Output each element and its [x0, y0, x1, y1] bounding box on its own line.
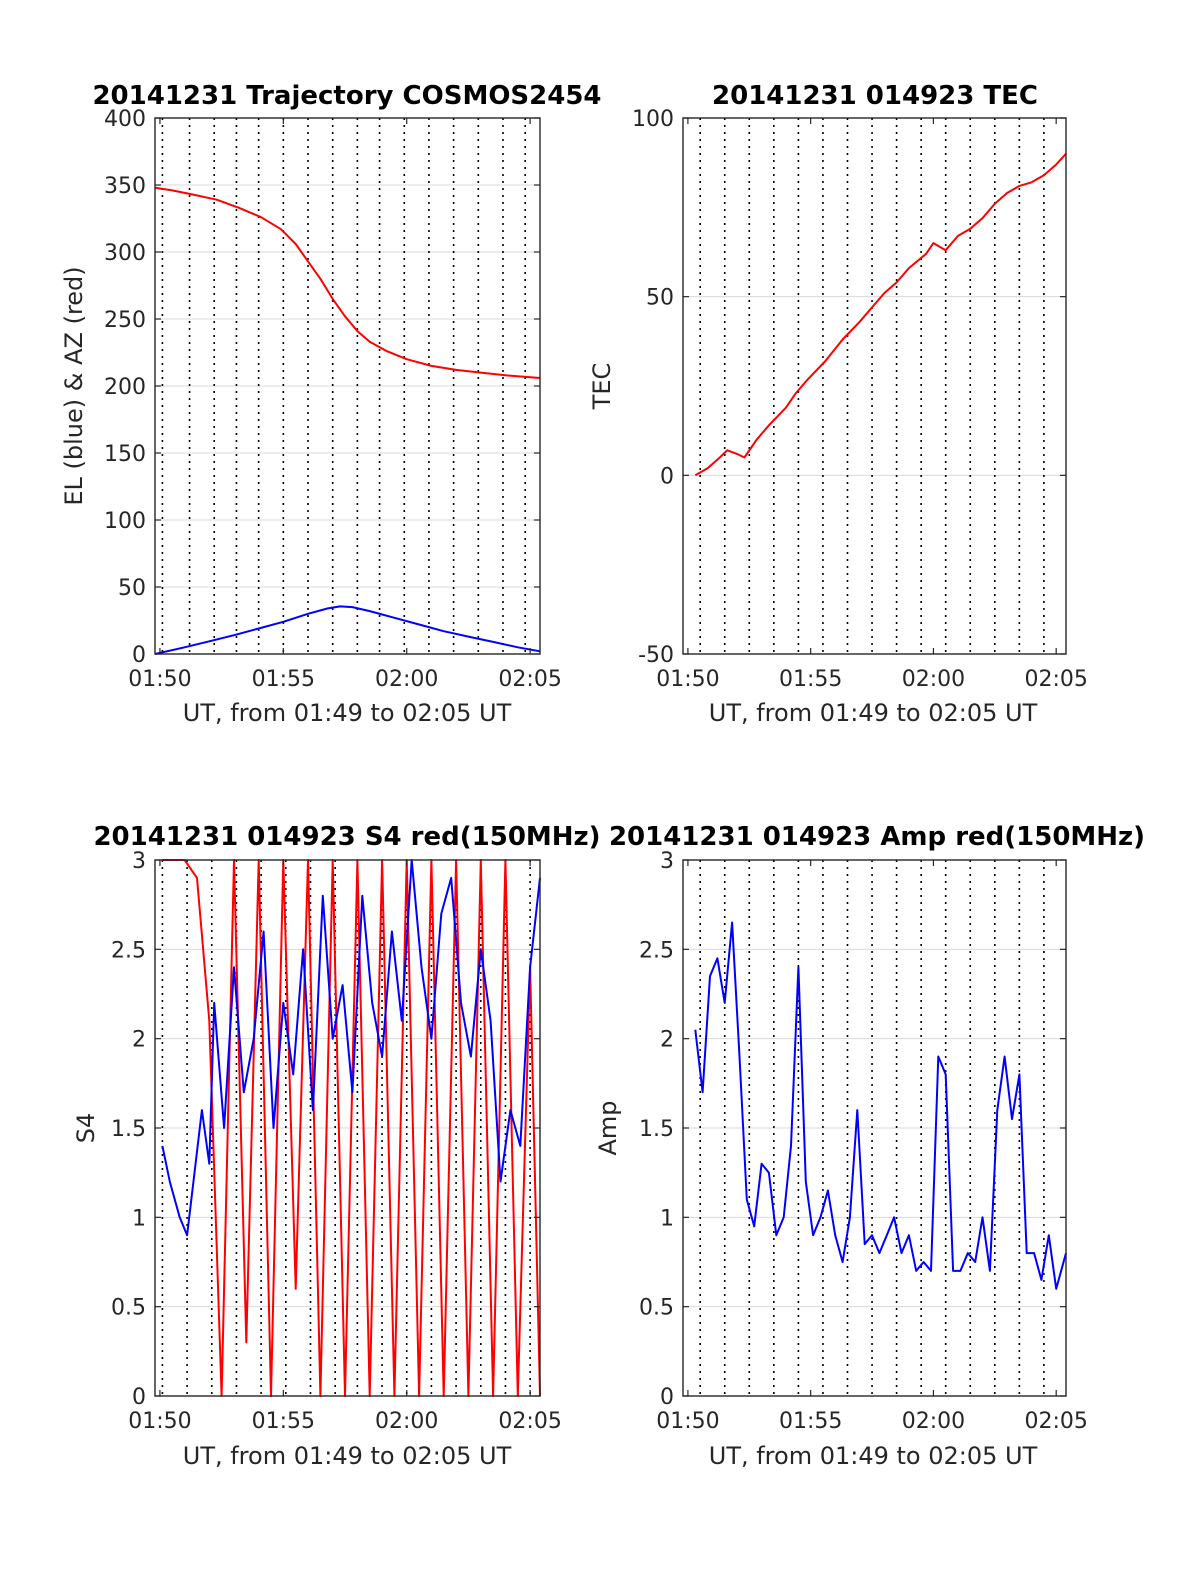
panel-tec-ylabel: TEC — [588, 363, 616, 411]
panel-trajectory-plot: 01:50 01:55 02:00 02:05 0 50 100 150 200 250 300 35… — [104, 107, 562, 692]
trajectory-ytick-label-6: 300 — [104, 241, 146, 266]
s4-ytick-label-3: 1.5 — [111, 1117, 146, 1142]
s4-series-1 — [161, 859, 541, 1237]
tec-xtick-label-3: 02:05 — [1024, 667, 1087, 692]
amp-xtick-label-0: 01:50 — [656, 1409, 719, 1434]
trajectory-ytick-label-4: 200 — [104, 375, 146, 400]
tec-axes-box — [682, 117, 1067, 655]
s4-xtick-label-0: 01:50 — [128, 1409, 191, 1434]
panel-s4-plot: 01:50 01:55 02:00 02:05 0 0.5 1 1.5 2 2.5 3 — [111, 849, 562, 1434]
s4-xtick-label-2: 02:00 — [375, 1409, 438, 1434]
trajectory-xtick-label-3: 02:05 — [498, 667, 561, 692]
amp-ytick-label-3: 1.5 — [639, 1117, 674, 1142]
s4-ytick-label-2: 1 — [132, 1206, 146, 1231]
panel-tec-xlabel: UT, from 01:49 to 02:05 UT — [709, 699, 1038, 727]
amp-ytick-label-6: 3 — [660, 849, 674, 874]
s4-ytick-label-5: 2.5 — [111, 938, 146, 963]
s4-ytick-label-1: 0.5 — [111, 1296, 146, 1321]
amp-xtick-label-1: 01:55 — [779, 1409, 842, 1434]
panel-tec-plot: 01:50 01:55 02:00 02:05 -50 0 50 100 — [632, 107, 1088, 692]
panel-amp-plot: 01:50 01:55 02:00 02:05 0 0.5 1 1.5 2 2.5 3 — [639, 849, 1088, 1434]
panel-tec: 20141231 014923 TEC TEC UT, from 01:49 t… — [588, 81, 1088, 727]
trajectory-ytick-label-7: 350 — [104, 174, 146, 199]
panel-trajectory-title: 20141231 Trajectory COSMOS2454 — [92, 81, 601, 111]
panel-amp-title: 20141231 014923 Amp red(150MHz) — [609, 822, 1145, 852]
amp-series-0 — [694, 921, 1067, 1290]
panel-amp: 20141231 014923 Amp red(150MHz) Amp UT, … — [594, 822, 1145, 1470]
panel-tec-title: 20141231 014923 TEC — [712, 81, 1038, 111]
trajectory-ytick-label-5: 250 — [104, 308, 146, 333]
trajectory-xtick-label-0: 01:50 — [128, 667, 191, 692]
panel-s4-title: 20141231 014923 S4 red(150MHz) — [93, 822, 600, 852]
panel-trajectory-ylabel: EL (blue) & AZ (red) — [60, 266, 88, 505]
panel-s4-xlabel: UT, from 01:49 to 02:05 UT — [183, 1442, 512, 1470]
trajectory-xtick-label-2: 02:00 — [375, 667, 438, 692]
trajectory-xtick-label-1: 01:55 — [252, 667, 315, 692]
s4-series-0 — [162, 859, 541, 1397]
tec-ytick-label-2: 50 — [646, 286, 674, 311]
tec-ytick-label-1: 0 — [660, 464, 674, 489]
s4-ytick-label-0: 0 — [132, 1385, 146, 1410]
trajectory-series-0 — [154, 186, 541, 379]
trajectory-ytick-label-0: 0 — [132, 643, 146, 668]
amp-xtick-label-3: 02:05 — [1024, 1409, 1087, 1434]
amp-ytick-label-1: 0.5 — [639, 1296, 674, 1321]
amp-ytick-label-4: 2 — [660, 1028, 674, 1053]
panel-s4: 20141231 014923 S4 red(150MHz) S4 UT, fr… — [72, 822, 601, 1470]
panel-amp-xlabel: UT, from 01:49 to 02:05 UT — [709, 1442, 1038, 1470]
tec-xtick-label-1: 01:55 — [779, 667, 842, 692]
tec-series-0 — [694, 153, 1067, 477]
panel-amp-ylabel: Amp — [594, 1100, 622, 1155]
amp-xtick-label-2: 02:00 — [902, 1409, 965, 1434]
s4-ytick-label-4: 2 — [132, 1028, 146, 1053]
amp-ytick-label-5: 2.5 — [639, 938, 674, 963]
panel-trajectory: 20141231 Trajectory COSMOS2454 EL (blue)… — [60, 81, 602, 727]
amp-ytick-label-2: 1 — [660, 1206, 674, 1231]
panel-s4-ylabel: S4 — [72, 1113, 100, 1144]
tec-ytick-label-3: 100 — [632, 107, 674, 132]
tec-ytick-label-0: -50 — [638, 643, 674, 668]
tec-xtick-label-2: 02:00 — [902, 667, 965, 692]
trajectory-ytick-label-3: 150 — [104, 442, 146, 467]
trajectory-series-1 — [154, 605, 541, 655]
tec-xtick-label-0: 01:50 — [656, 667, 719, 692]
trajectory-ytick-label-2: 100 — [104, 509, 146, 534]
s4-xtick-label-1: 01:55 — [252, 1409, 315, 1434]
amp-ytick-label-0: 0 — [660, 1385, 674, 1410]
trajectory-ytick-label-1: 50 — [118, 576, 146, 601]
panel-trajectory-xlabel: UT, from 01:49 to 02:05 UT — [183, 699, 512, 727]
s4-xtick-label-3: 02:05 — [498, 1409, 561, 1434]
trajectory-ytick-label-8: 400 — [104, 107, 146, 132]
s4-ytick-label-6: 3 — [132, 849, 146, 874]
